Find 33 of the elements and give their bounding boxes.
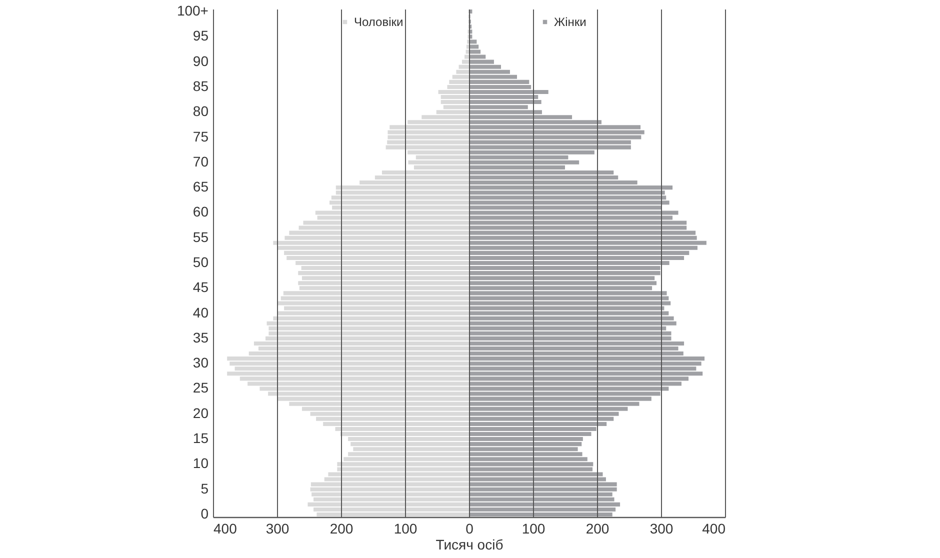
- y-tick-label: 15: [192, 430, 209, 446]
- y-tick-label: 25: [192, 380, 209, 396]
- y-tick-label: 5: [200, 480, 209, 496]
- y-tick-label: 100+: [176, 2, 208, 19]
- y-tick-label: 20: [192, 404, 209, 421]
- legend-label: Чоловіки: [354, 15, 404, 29]
- y-tick-label: 60: [192, 204, 209, 220]
- y-tick-label: 55: [192, 228, 209, 245]
- y-tick-label: 45: [192, 279, 209, 296]
- x-tick-label: 100: [394, 520, 418, 536]
- y-tick-label: 35: [192, 329, 209, 346]
- y-tick-label: 90: [192, 52, 209, 69]
- y-tick-label: 95: [192, 28, 209, 44]
- y-tick-label: 65: [192, 178, 209, 195]
- x-tick-label: 400: [702, 520, 726, 536]
- legend-label: Жінки: [554, 15, 586, 29]
- x-tick-label: 0: [466, 520, 474, 536]
- y-tick-label: 75: [192, 128, 209, 144]
- y-tick-label: 10: [192, 455, 209, 472]
- y-tick-label: 80: [192, 103, 209, 120]
- x-tick-label: 300: [650, 520, 674, 536]
- y-tick-label: 30: [192, 354, 209, 371]
- x-tick-label: 200: [330, 520, 354, 536]
- x-tick-label: 200: [586, 520, 610, 536]
- x-tick-label: 300: [266, 520, 290, 536]
- y-tick-label: 85: [192, 78, 209, 94]
- x-axis-title: Тисяч осіб: [436, 536, 504, 552]
- x-tick-label: 400: [214, 520, 238, 536]
- y-tick-label: 50: [192, 254, 209, 270]
- y-tick-label: 40: [192, 304, 209, 320]
- x-tick-label: 100: [522, 520, 546, 536]
- y-tick-label: 70: [192, 153, 209, 170]
- y-tick-label: 0: [200, 505, 209, 522]
